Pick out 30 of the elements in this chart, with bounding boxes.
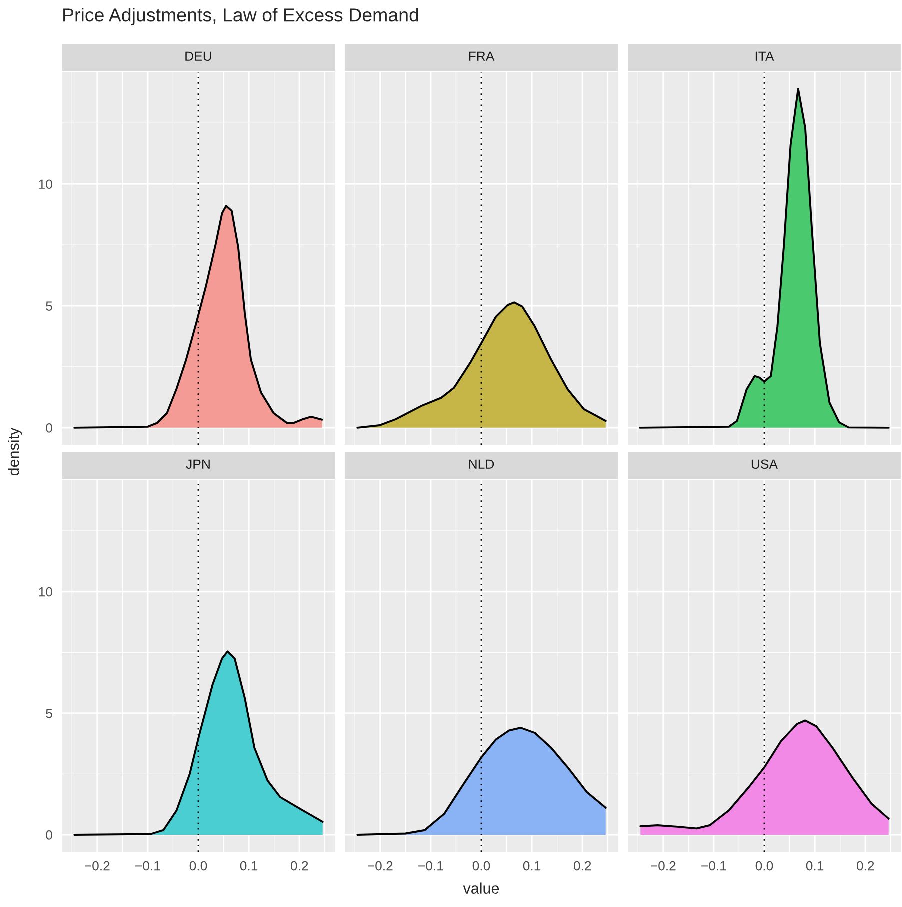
x-tick-label: 0.2: [290, 861, 308, 871]
chart-title: FRA: [469, 52, 495, 61]
chart-title: DEU: [186, 52, 212, 62]
y-tick-label: 10: [39, 587, 52, 597]
x-tick-label: −0.2: [651, 861, 676, 871]
x-tick-label: −0.1: [418, 861, 444, 871]
x-tick-label: 0.1: [806, 861, 824, 871]
x-tick-label: 0.1: [523, 861, 541, 871]
chart-title: USA: [752, 460, 778, 470]
x-tick-label: 0.1: [240, 861, 258, 871]
x-tick-label: −0.1: [702, 861, 726, 871]
x-tick-label: 0.0: [756, 861, 774, 871]
chart-title: ITA: [756, 52, 774, 61]
y-tick-label: 5: [46, 709, 52, 718]
text: Price Adjustments, Law of Excess Demand: [64, 8, 418, 26]
chart-title: JPN: [186, 460, 210, 470]
x-tick-label: 0.0: [472, 861, 490, 871]
x-tick-label: 0.2: [574, 861, 592, 871]
y-tick-label: 10: [39, 180, 52, 190]
y-axis-title: density: [8, 428, 22, 476]
x-axis-title: value: [463, 882, 500, 894]
y-tick-label: 5: [46, 302, 52, 311]
x-tick-label: −0.1: [136, 861, 160, 871]
y-tick-label: 0: [46, 424, 52, 433]
x-tick-label: 0.0: [190, 861, 208, 871]
x-tick-label: 0.2: [856, 861, 874, 871]
chart-title: NLD: [469, 460, 494, 469]
x-tick-label: −0.2: [85, 861, 110, 871]
y-tick-label: 0: [46, 830, 52, 840]
x-tick-label: −0.2: [368, 861, 393, 871]
